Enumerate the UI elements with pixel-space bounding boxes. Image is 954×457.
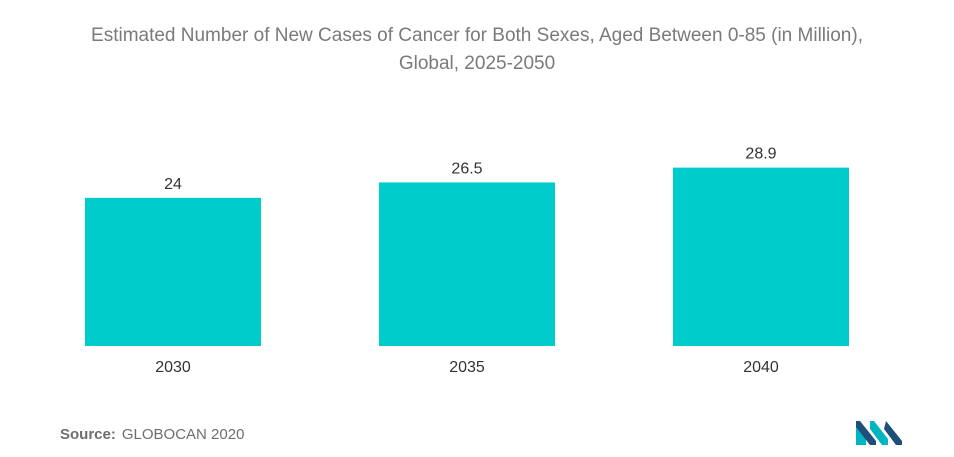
source-label: Source: (60, 426, 116, 443)
bars-group (85, 167, 849, 346)
bar-2030 (85, 197, 261, 346)
category-label-2030: 2030 (155, 359, 191, 376)
chart-title-line-2: Global, 2025-2050 (398, 53, 556, 74)
bar-2040 (673, 167, 849, 346)
source-text: GLOBOCAN 2020 (121, 426, 245, 443)
value-label-2035: 26.5 (451, 160, 482, 177)
category-labels-group: 2030 2035 2040 (155, 359, 779, 376)
source-note: Source: GLOBOCAN 2020 (60, 426, 244, 443)
mordor-intelligence-logo-icon (856, 421, 902, 445)
category-label-2035: 2035 (449, 359, 485, 376)
category-label-2040: 2040 (743, 359, 779, 376)
bar-2035 (379, 182, 555, 346)
value-labels-group: 24 26.5 28.9 (164, 146, 777, 193)
value-label-2040: 28.9 (745, 146, 776, 163)
chart-title: Estimated Number of New Cases of Cancer … (0, 22, 954, 78)
chart-title-line-1: Estimated Number of New Cases of Cancer … (91, 25, 863, 46)
value-label-2030: 24 (164, 176, 182, 193)
